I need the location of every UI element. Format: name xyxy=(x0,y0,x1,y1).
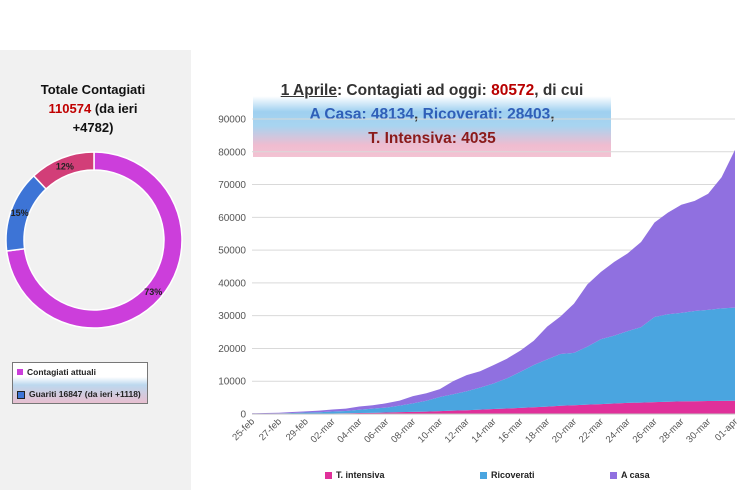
total-value-line: 110574 (da ieri xyxy=(8,99,178,118)
x-tick-label: 12-mar xyxy=(443,416,472,445)
x-tick-label: 20-mar xyxy=(550,416,579,445)
title-line-1: 1 Aprile: Contagiati ad oggi: 80572, di … xyxy=(253,79,611,103)
y-tick-label: 70000 xyxy=(218,180,246,191)
title-line-3: T. Intensiva: 4035 xyxy=(253,127,611,151)
x-tick-label: 02-mar xyxy=(309,416,338,445)
donut-legend: Contagiati attuali Guariti 16847 (da ieri… xyxy=(12,362,148,404)
total-label: Totale Contagiati xyxy=(40,82,146,97)
legend-swatch xyxy=(17,391,25,399)
total-change-b: +4782) xyxy=(72,120,114,135)
area-series xyxy=(252,149,735,414)
donut-legend-item: Contagiati attuali xyxy=(13,363,147,386)
title-total: 80572 xyxy=(491,82,535,99)
legend-swatch xyxy=(325,471,332,479)
y-tick-label: 10000 xyxy=(218,377,246,388)
y-tick-label: 30000 xyxy=(218,311,246,322)
legend-label: T. intensiva xyxy=(336,470,385,480)
x-tick-label: 30-mar xyxy=(684,416,713,445)
donut-slice xyxy=(32,151,95,191)
x-tick-label: 16-mar xyxy=(496,416,525,445)
legend-label: Guariti 16847 (da ieri +1118) xyxy=(29,389,141,399)
donut-slice xyxy=(5,151,183,329)
donut-chart: 73% 15% 12% xyxy=(5,151,183,329)
donut-slice-label: 15% xyxy=(11,208,29,218)
legend-label: Contagiati attuali xyxy=(27,367,96,377)
legend-swatch xyxy=(17,369,23,375)
title-sep: , xyxy=(414,106,423,123)
area-series xyxy=(252,400,735,414)
x-tick-label: 29-feb xyxy=(284,416,311,443)
title-ti-value: 4035 xyxy=(461,130,496,147)
stacked-area-chart: 0 10000 20000 30000 40000 50000 60000 70000 8000… xyxy=(218,115,740,446)
total-value: 110574 xyxy=(48,101,92,116)
title-date: 1 Aprile xyxy=(280,82,337,99)
x-tick-label: 08-mar xyxy=(389,416,418,445)
x-tick-label: 27-feb xyxy=(257,416,284,443)
x-tick-label: 28-mar xyxy=(657,416,686,445)
legend-swatch xyxy=(610,471,617,479)
x-tick-label: 01-apr xyxy=(713,416,740,443)
total-change-a: (da ieri xyxy=(94,101,138,116)
x-tick-label: 18-mar xyxy=(523,416,552,445)
chart-legend-item: T. intensiva xyxy=(325,470,385,480)
title-text-2: , di cui xyxy=(534,82,584,99)
x-tick-label: 26-mar xyxy=(631,416,660,445)
area-series xyxy=(252,307,735,414)
x-tick-label: 24-mar xyxy=(604,416,633,445)
legend-swatch xyxy=(480,471,487,479)
chart-legend-item: Ricoverati xyxy=(480,470,535,480)
x-tick-label: 10-mar xyxy=(416,416,445,445)
y-tick-label: 80000 xyxy=(218,147,246,158)
x-tick-label: 04-mar xyxy=(335,416,364,445)
title-ti-label: T. Intensiva: xyxy=(368,130,462,147)
title-comma: , xyxy=(550,106,555,123)
x-tick-label: 22-mar xyxy=(577,416,606,445)
y-tick-label: 90000 xyxy=(218,115,246,126)
donut-slice-label: 12% xyxy=(56,162,74,172)
legend-label: Ricoverati xyxy=(491,470,535,480)
y-tick-label: 50000 xyxy=(218,246,246,257)
y-tick-label: 0 xyxy=(240,410,246,421)
x-tick-label: 14-mar xyxy=(470,416,499,445)
title-text-1: : Contagiati ad oggi: xyxy=(336,82,492,99)
y-tick-label: 20000 xyxy=(218,344,246,355)
legend-label: A casa xyxy=(621,470,650,480)
x-tick-label: 06-mar xyxy=(362,416,391,445)
chart-legend-item: A casa xyxy=(610,470,650,480)
y-tick-label: 60000 xyxy=(218,213,246,224)
y-tick-label: 40000 xyxy=(218,278,246,289)
donut-legend-item: Guariti 16847 (da ieri +1118) xyxy=(13,386,147,403)
total-infected-block: Totale Contagiati 110574 (da ieri +4782) xyxy=(8,80,178,137)
donut-slice-label: 73% xyxy=(144,287,162,297)
